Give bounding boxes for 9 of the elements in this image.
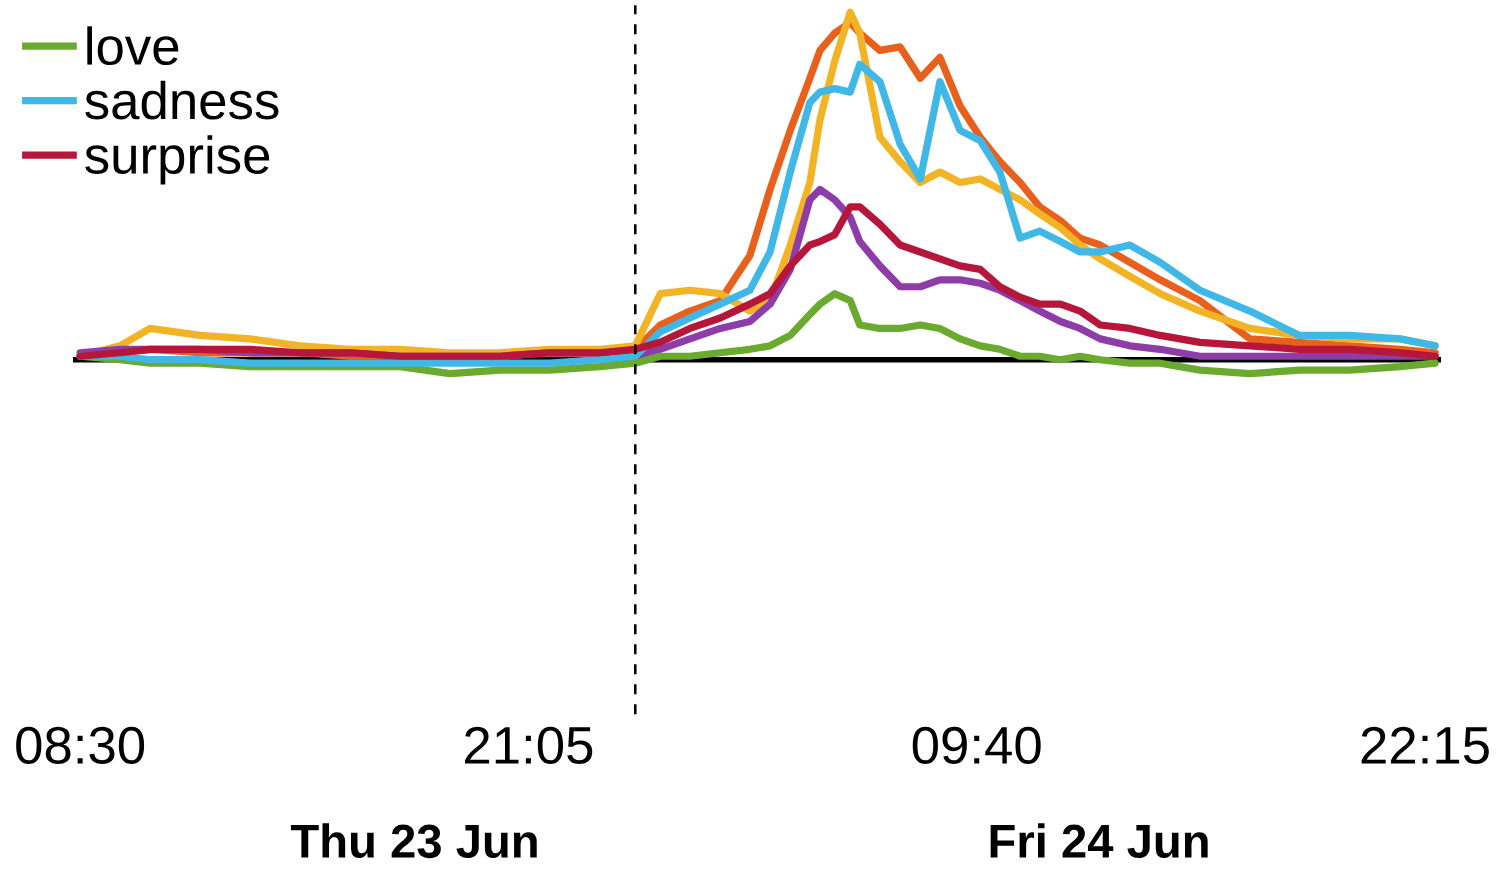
legend-label: sadness <box>85 80 279 120</box>
x-tick-label: 09:40 <box>912 726 1041 765</box>
x-tick-label: 21:05 <box>465 726 593 765</box>
legend-label: love <box>87 26 179 66</box>
x-tick-label: 22:15 <box>1361 726 1489 765</box>
text: Thu 23 Jun <box>290 823 537 859</box>
text: Fri 24 Jun <box>990 823 1208 859</box>
legend-label: surprise <box>85 135 270 185</box>
x-tick-label: 08:30 <box>16 726 145 765</box>
